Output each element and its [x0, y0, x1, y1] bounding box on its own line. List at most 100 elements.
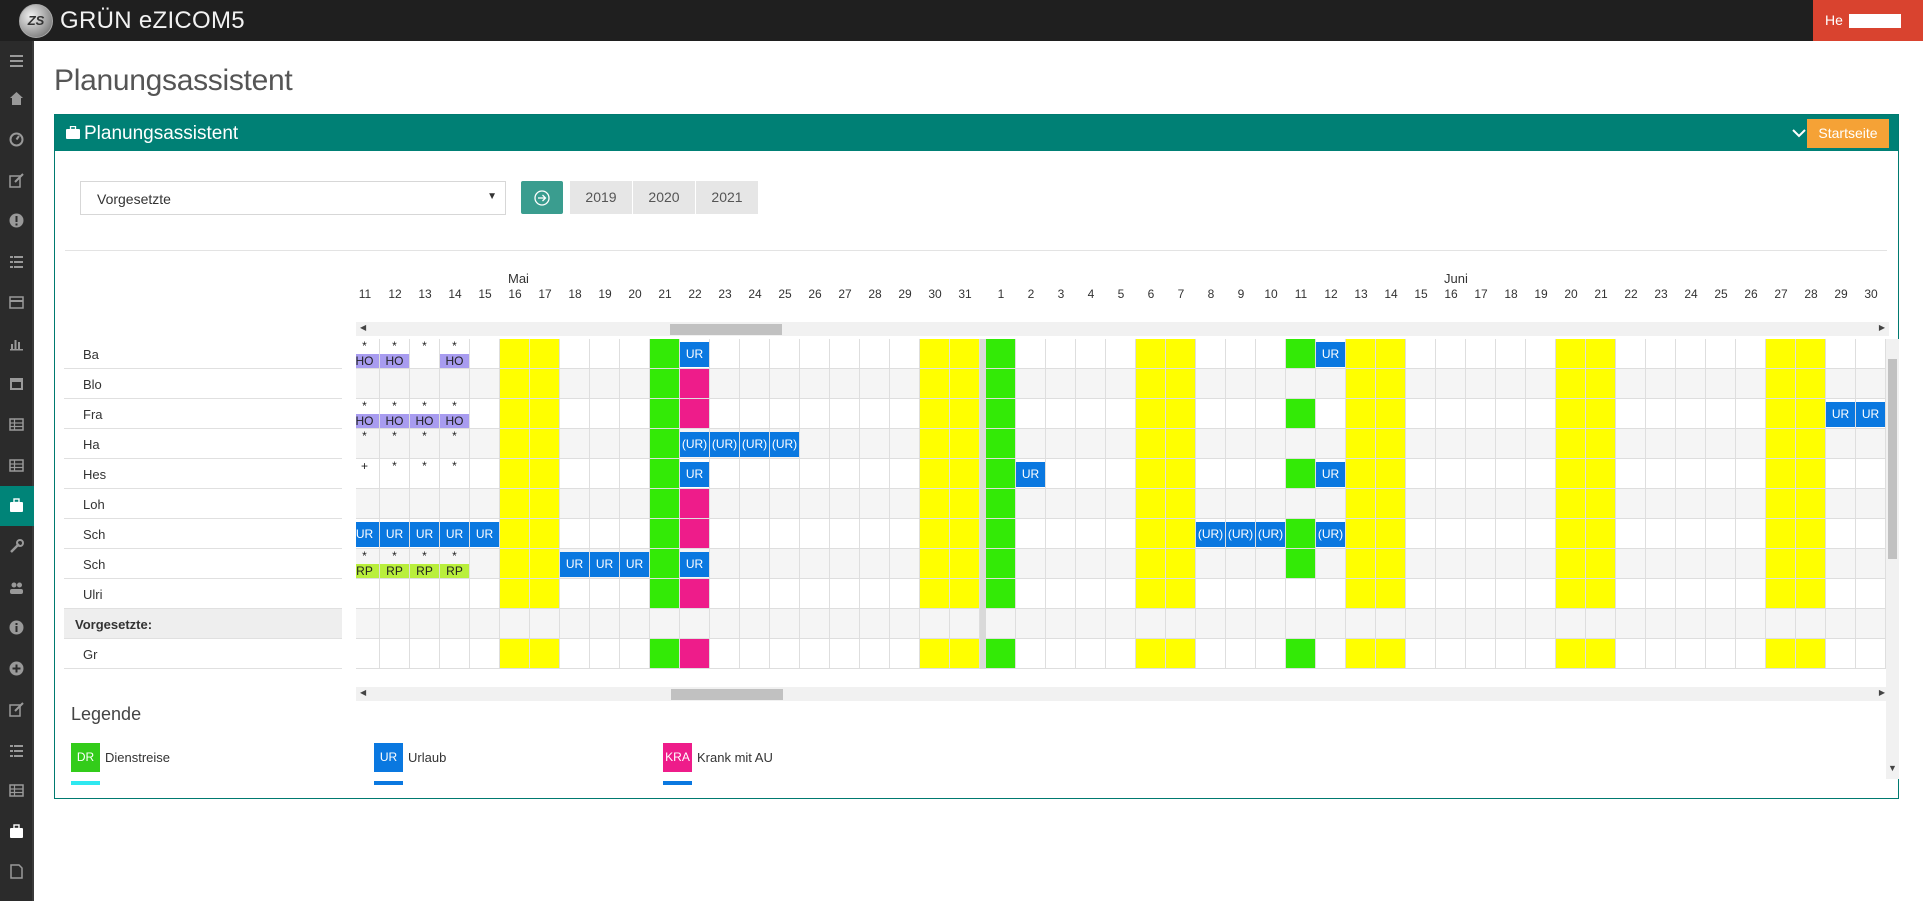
grid-cell[interactable] [800, 489, 830, 519]
grid-cell[interactable] [950, 579, 980, 609]
grid-cell[interactable] [440, 579, 470, 609]
grid-cell[interactable] [470, 339, 500, 369]
grid-cell[interactable] [1436, 399, 1466, 429]
grid-cell[interactable] [1076, 579, 1106, 609]
grid-cell[interactable] [1706, 639, 1736, 669]
grid-cell[interactable] [1346, 639, 1376, 669]
grid-cell[interactable]: UR [680, 459, 710, 489]
grid-cell[interactable] [1436, 639, 1466, 669]
grid-cell[interactable] [530, 489, 560, 519]
grid-cell[interactable] [560, 429, 590, 459]
grid-cell[interactable] [680, 519, 710, 549]
grid-cell[interactable] [1856, 459, 1886, 489]
grid-cell[interactable] [500, 639, 530, 669]
grid-cell[interactable] [440, 489, 470, 519]
grid-cell[interactable] [1316, 579, 1346, 609]
grid-cell[interactable] [1406, 519, 1436, 549]
grid-cell[interactable] [1646, 339, 1676, 369]
grid-cell[interactable] [1526, 459, 1556, 489]
grid-cell[interactable] [986, 519, 1016, 549]
grid-cell[interactable] [380, 369, 410, 399]
sidebar-item-9[interactable] [0, 405, 34, 445]
grid-cell[interactable] [1076, 489, 1106, 519]
grid-cell[interactable] [1316, 489, 1346, 519]
homeoffice-entry[interactable]: HO [410, 414, 439, 428]
grid-cell[interactable]: * RP [356, 549, 380, 579]
grid-cell[interactable] [986, 579, 1016, 609]
grid-cell[interactable] [1736, 489, 1766, 519]
grid-cell[interactable]: UR [1016, 459, 1046, 489]
grid-cell[interactable] [1136, 459, 1166, 489]
grid-cell[interactable] [830, 369, 860, 399]
grid-cell[interactable]: * [440, 459, 470, 489]
grid-cell[interactable] [890, 339, 920, 369]
grid-cell[interactable] [1376, 429, 1406, 459]
grid-cell[interactable] [410, 639, 440, 669]
grid-cell[interactable] [1676, 489, 1706, 519]
grid-cell[interactable] [650, 339, 680, 369]
grid-cell[interactable] [1826, 489, 1856, 519]
grid-cell[interactable] [1556, 489, 1586, 519]
grid-cell[interactable]: UR [620, 549, 650, 579]
grid-cell[interactable] [830, 429, 860, 459]
grid-cell[interactable] [860, 339, 890, 369]
grid-cell[interactable] [1466, 459, 1496, 489]
grid-cell[interactable] [986, 399, 1016, 429]
grid-cell[interactable] [1376, 369, 1406, 399]
grid-cell[interactable] [1766, 549, 1796, 579]
grid-cell[interactable] [1016, 489, 1046, 519]
grid-cell[interactable] [1226, 459, 1256, 489]
grid-cell[interactable] [530, 339, 560, 369]
grid-cell[interactable] [1586, 369, 1616, 399]
grid-cell[interactable] [1166, 459, 1196, 489]
grid-cell[interactable] [830, 489, 860, 519]
sidebar-item-7[interactable] [0, 324, 34, 364]
grid-cell[interactable] [1646, 639, 1676, 669]
grid-cell[interactable] [650, 429, 680, 459]
grid-cell[interactable] [1076, 369, 1106, 399]
grid-cell[interactable] [1226, 369, 1256, 399]
grid-cell[interactable] [1106, 459, 1136, 489]
grid-cell[interactable] [1616, 579, 1646, 609]
grid-cell[interactable] [620, 489, 650, 519]
sidebar-item-18[interactable] [0, 771, 34, 811]
grid-cell[interactable] [1526, 429, 1556, 459]
grid-cell[interactable]: (UR) [1196, 519, 1226, 549]
urlaub-entry[interactable]: UR [470, 522, 499, 547]
sidebar-item-5[interactable] [0, 242, 34, 282]
grid-cell[interactable] [1526, 339, 1556, 369]
grid-cell[interactable]: UR [680, 339, 710, 369]
grid-cell[interactable] [1046, 459, 1076, 489]
grid-cell[interactable] [1016, 399, 1046, 429]
grid-cell[interactable] [1286, 369, 1316, 399]
grid-cell[interactable] [620, 429, 650, 459]
grid-cell[interactable] [650, 639, 680, 669]
grid-cell[interactable] [680, 579, 710, 609]
grid-cell[interactable] [560, 459, 590, 489]
grid-cell[interactable] [950, 459, 980, 489]
grid-cell[interactable] [1616, 549, 1646, 579]
grid-cell[interactable] [500, 609, 530, 639]
grid-cell[interactable] [1496, 369, 1526, 399]
grid-cell[interactable] [1616, 519, 1646, 549]
user-menu[interactable]: He [1813, 0, 1923, 41]
sidebar-item-4[interactable] [0, 201, 34, 241]
grid-cell[interactable] [800, 549, 830, 579]
vertical-scrollbar[interactable]: ▼ [1886, 339, 1899, 779]
grid-cell[interactable] [1046, 429, 1076, 459]
grid-cell[interactable] [1106, 639, 1136, 669]
grid-cell[interactable] [1256, 399, 1286, 429]
grid-cell[interactable] [1016, 429, 1046, 459]
grid-cell[interactable] [1616, 489, 1646, 519]
grid-cell[interactable]: UR [1316, 459, 1346, 489]
grid-cell[interactable] [950, 429, 980, 459]
grid-cell[interactable] [1256, 549, 1286, 579]
grid-cell[interactable] [1286, 339, 1316, 369]
grid-cell[interactable] [1286, 489, 1316, 519]
rp-entry[interactable]: RP [380, 564, 409, 578]
grid-cell[interactable] [1346, 579, 1376, 609]
grid-cell[interactable] [1466, 339, 1496, 369]
sidebar-item-16[interactable] [0, 690, 34, 730]
grid-cell[interactable] [1706, 429, 1736, 459]
grid-cell[interactable] [1796, 519, 1826, 549]
